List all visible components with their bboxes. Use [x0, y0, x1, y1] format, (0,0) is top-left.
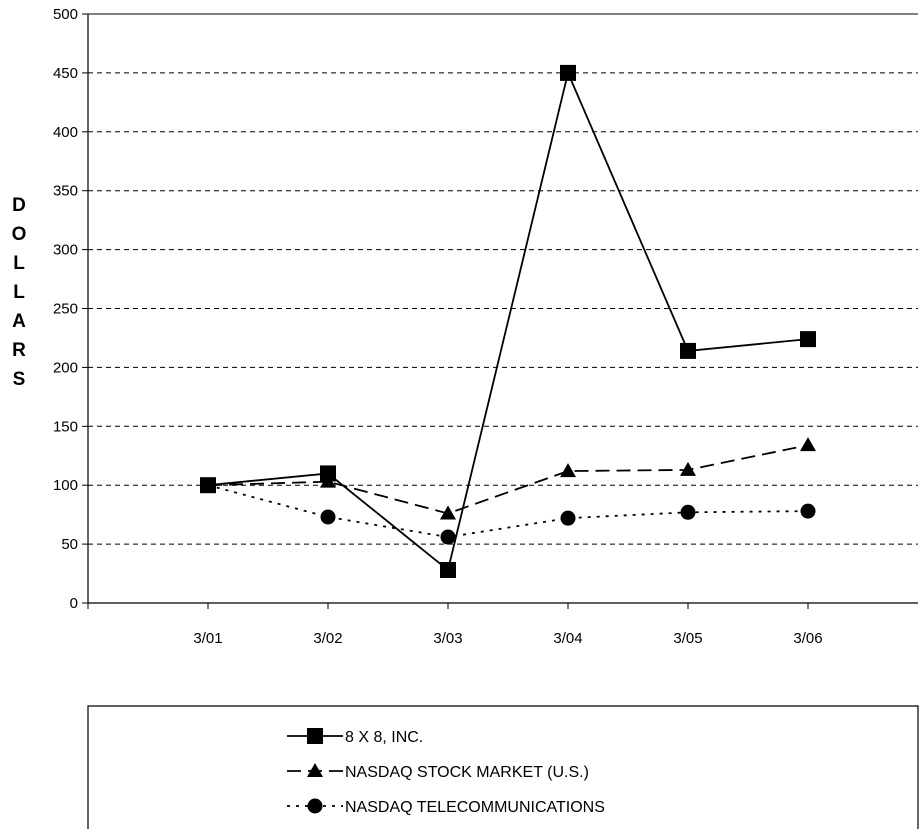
- y-axis-label-letter: A: [12, 311, 26, 332]
- data-point-square: [440, 562, 456, 579]
- legend-label: 8 X 8, INC.: [345, 729, 423, 746]
- legend-box: [87, 705, 919, 829]
- y-axis-label-letter: R: [12, 340, 26, 361]
- data-point-circle: [440, 529, 456, 545]
- y-axis-ticks: 0 50 100 150 200 250 300 350 400 450 500: [53, 6, 88, 612]
- legend-label: NASDAQ STOCK MARKET (U.S.): [345, 764, 589, 781]
- data-point-triangle: [680, 461, 696, 476]
- y-axis-label-letter: L: [13, 282, 25, 303]
- x-tick-label: 3/02: [313, 630, 342, 647]
- series-triangle: [200, 437, 816, 520]
- y-tick-label: 50: [61, 536, 78, 553]
- data-point-triangle: [560, 463, 576, 478]
- series-line: [207, 444, 809, 515]
- gridlines: [88, 13, 918, 545]
- x-tick-label: 3/04: [553, 630, 582, 647]
- y-tick-label: 350: [53, 183, 78, 200]
- data-point-square: [560, 64, 576, 81]
- data-point-circle: [560, 510, 576, 526]
- y-axis-label-letter: O: [12, 224, 27, 245]
- legend-item: NASDAQ STOCK MARKET (U.S.): [287, 763, 589, 781]
- series-circle: [200, 477, 816, 545]
- y-tick-label: 400: [53, 124, 78, 141]
- x-tick-label: 3/06: [793, 630, 822, 647]
- data-point-circle: [680, 504, 696, 520]
- legend-item: NASDAQ TELECOMMUNICATIONS: [287, 798, 605, 816]
- x-tick-label: 3/05: [673, 630, 702, 647]
- y-tick-label: 150: [53, 418, 78, 435]
- data-point-square: [200, 477, 216, 494]
- data-point-circle: [320, 509, 336, 525]
- y-axis-label-letter: L: [13, 253, 25, 274]
- y-axis-label-letter: D: [12, 195, 26, 216]
- data-point-circle: [800, 503, 816, 519]
- data-point-square: [800, 331, 816, 348]
- y-tick-label: 300: [53, 242, 78, 259]
- legend-label: NASDAQ TELECOMMUNICATIONS: [345, 799, 605, 816]
- y-tick-label: 250: [53, 301, 78, 318]
- y-tick-label: 0: [70, 595, 78, 612]
- data-point-square: [320, 465, 336, 482]
- series-square: [200, 64, 816, 579]
- series-line: [207, 484, 809, 538]
- series-group: [200, 64, 816, 579]
- y-tick-label: 100: [53, 477, 78, 494]
- data-point-square: [680, 342, 696, 359]
- y-tick-label: 500: [53, 6, 78, 23]
- data-point-triangle: [800, 437, 816, 452]
- y-tick-label: 200: [53, 359, 78, 376]
- legend-item: 8 X 8, INC.: [287, 728, 423, 746]
- data-point-triangle: [307, 763, 323, 777]
- x-axis-ticks: 3/01 3/02 3/03 3/04 3/05 3/06: [87, 603, 823, 647]
- y-axis-label-letter: S: [13, 369, 26, 390]
- data-point-square: [307, 728, 323, 744]
- y-tick-label: 450: [53, 65, 78, 82]
- x-tick-label: 3/03: [433, 630, 462, 647]
- data-point-circle: [307, 798, 323, 814]
- series-line: [207, 70, 809, 572]
- legend: 8 X 8, INC. NASDAQ STOCK MARKET (U.S.) NAS…: [87, 705, 919, 829]
- data-point-triangle: [440, 505, 456, 520]
- x-tick-label: 3/01: [193, 630, 222, 647]
